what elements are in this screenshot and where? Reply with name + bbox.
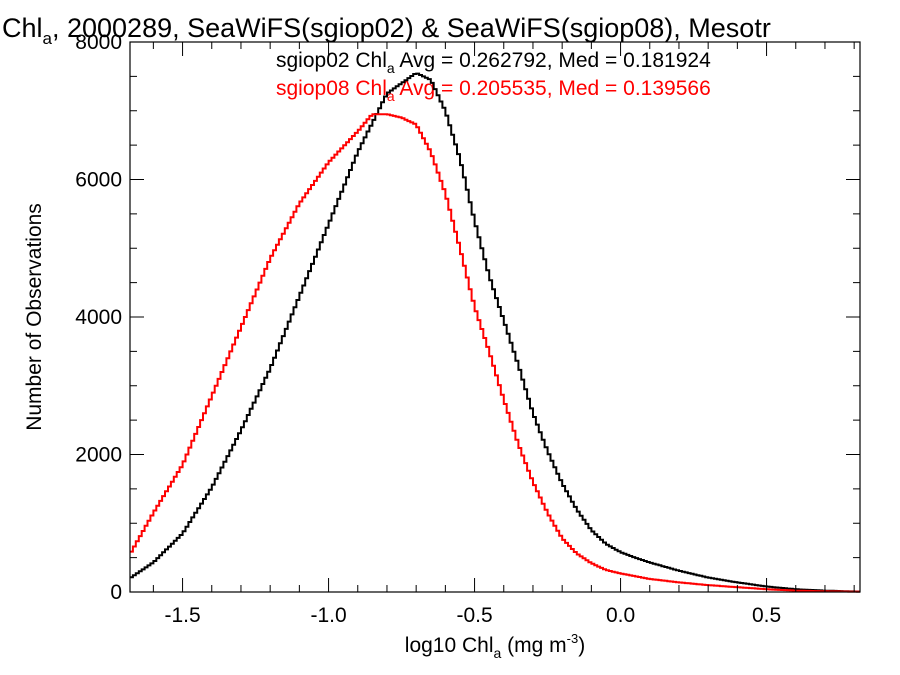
chart-title: Chla, 2000289, SeaWiFS(sgiop02) & SeaWiF… [2, 13, 771, 48]
legend-entry-sgiop08: sgiop08 Chla Avg = 0.205535, Med = 0.139… [276, 77, 711, 104]
x-tick-label: -1.0 [310, 604, 346, 627]
y-tick-label: 0 [110, 581, 122, 604]
x-tick-label: -0.5 [456, 604, 492, 627]
plot-frame [129, 41, 861, 593]
y-tick-label: 6000 [75, 169, 122, 192]
ticks-layer: -1.5 -1.0 -0.5 0.0 0.5 0 2000 4000 6000 8000 [75, 31, 860, 627]
x-tick-label: 0.0 [606, 604, 635, 627]
series-line-1 [130, 113, 860, 593]
y-tick-label: 2000 [75, 444, 122, 467]
y-tick-label: 4000 [75, 306, 122, 329]
y-tick-label: 8000 [75, 31, 122, 54]
x-axis-label: log10 Chla (mg m-3) [405, 631, 585, 661]
x-tick-label: -1.5 [164, 604, 200, 627]
series-layer [130, 72, 860, 593]
x-tick-label: 0.5 [752, 604, 781, 627]
y-axis-label: Number of Observations [23, 203, 46, 431]
series-line-0 [130, 72, 860, 593]
legend: sgiop02 Chla Avg = 0.262792, Med = 0.181… [276, 49, 711, 104]
legend-entry-sgiop02: sgiop02 Chla Avg = 0.262792, Med = 0.181… [276, 49, 711, 76]
